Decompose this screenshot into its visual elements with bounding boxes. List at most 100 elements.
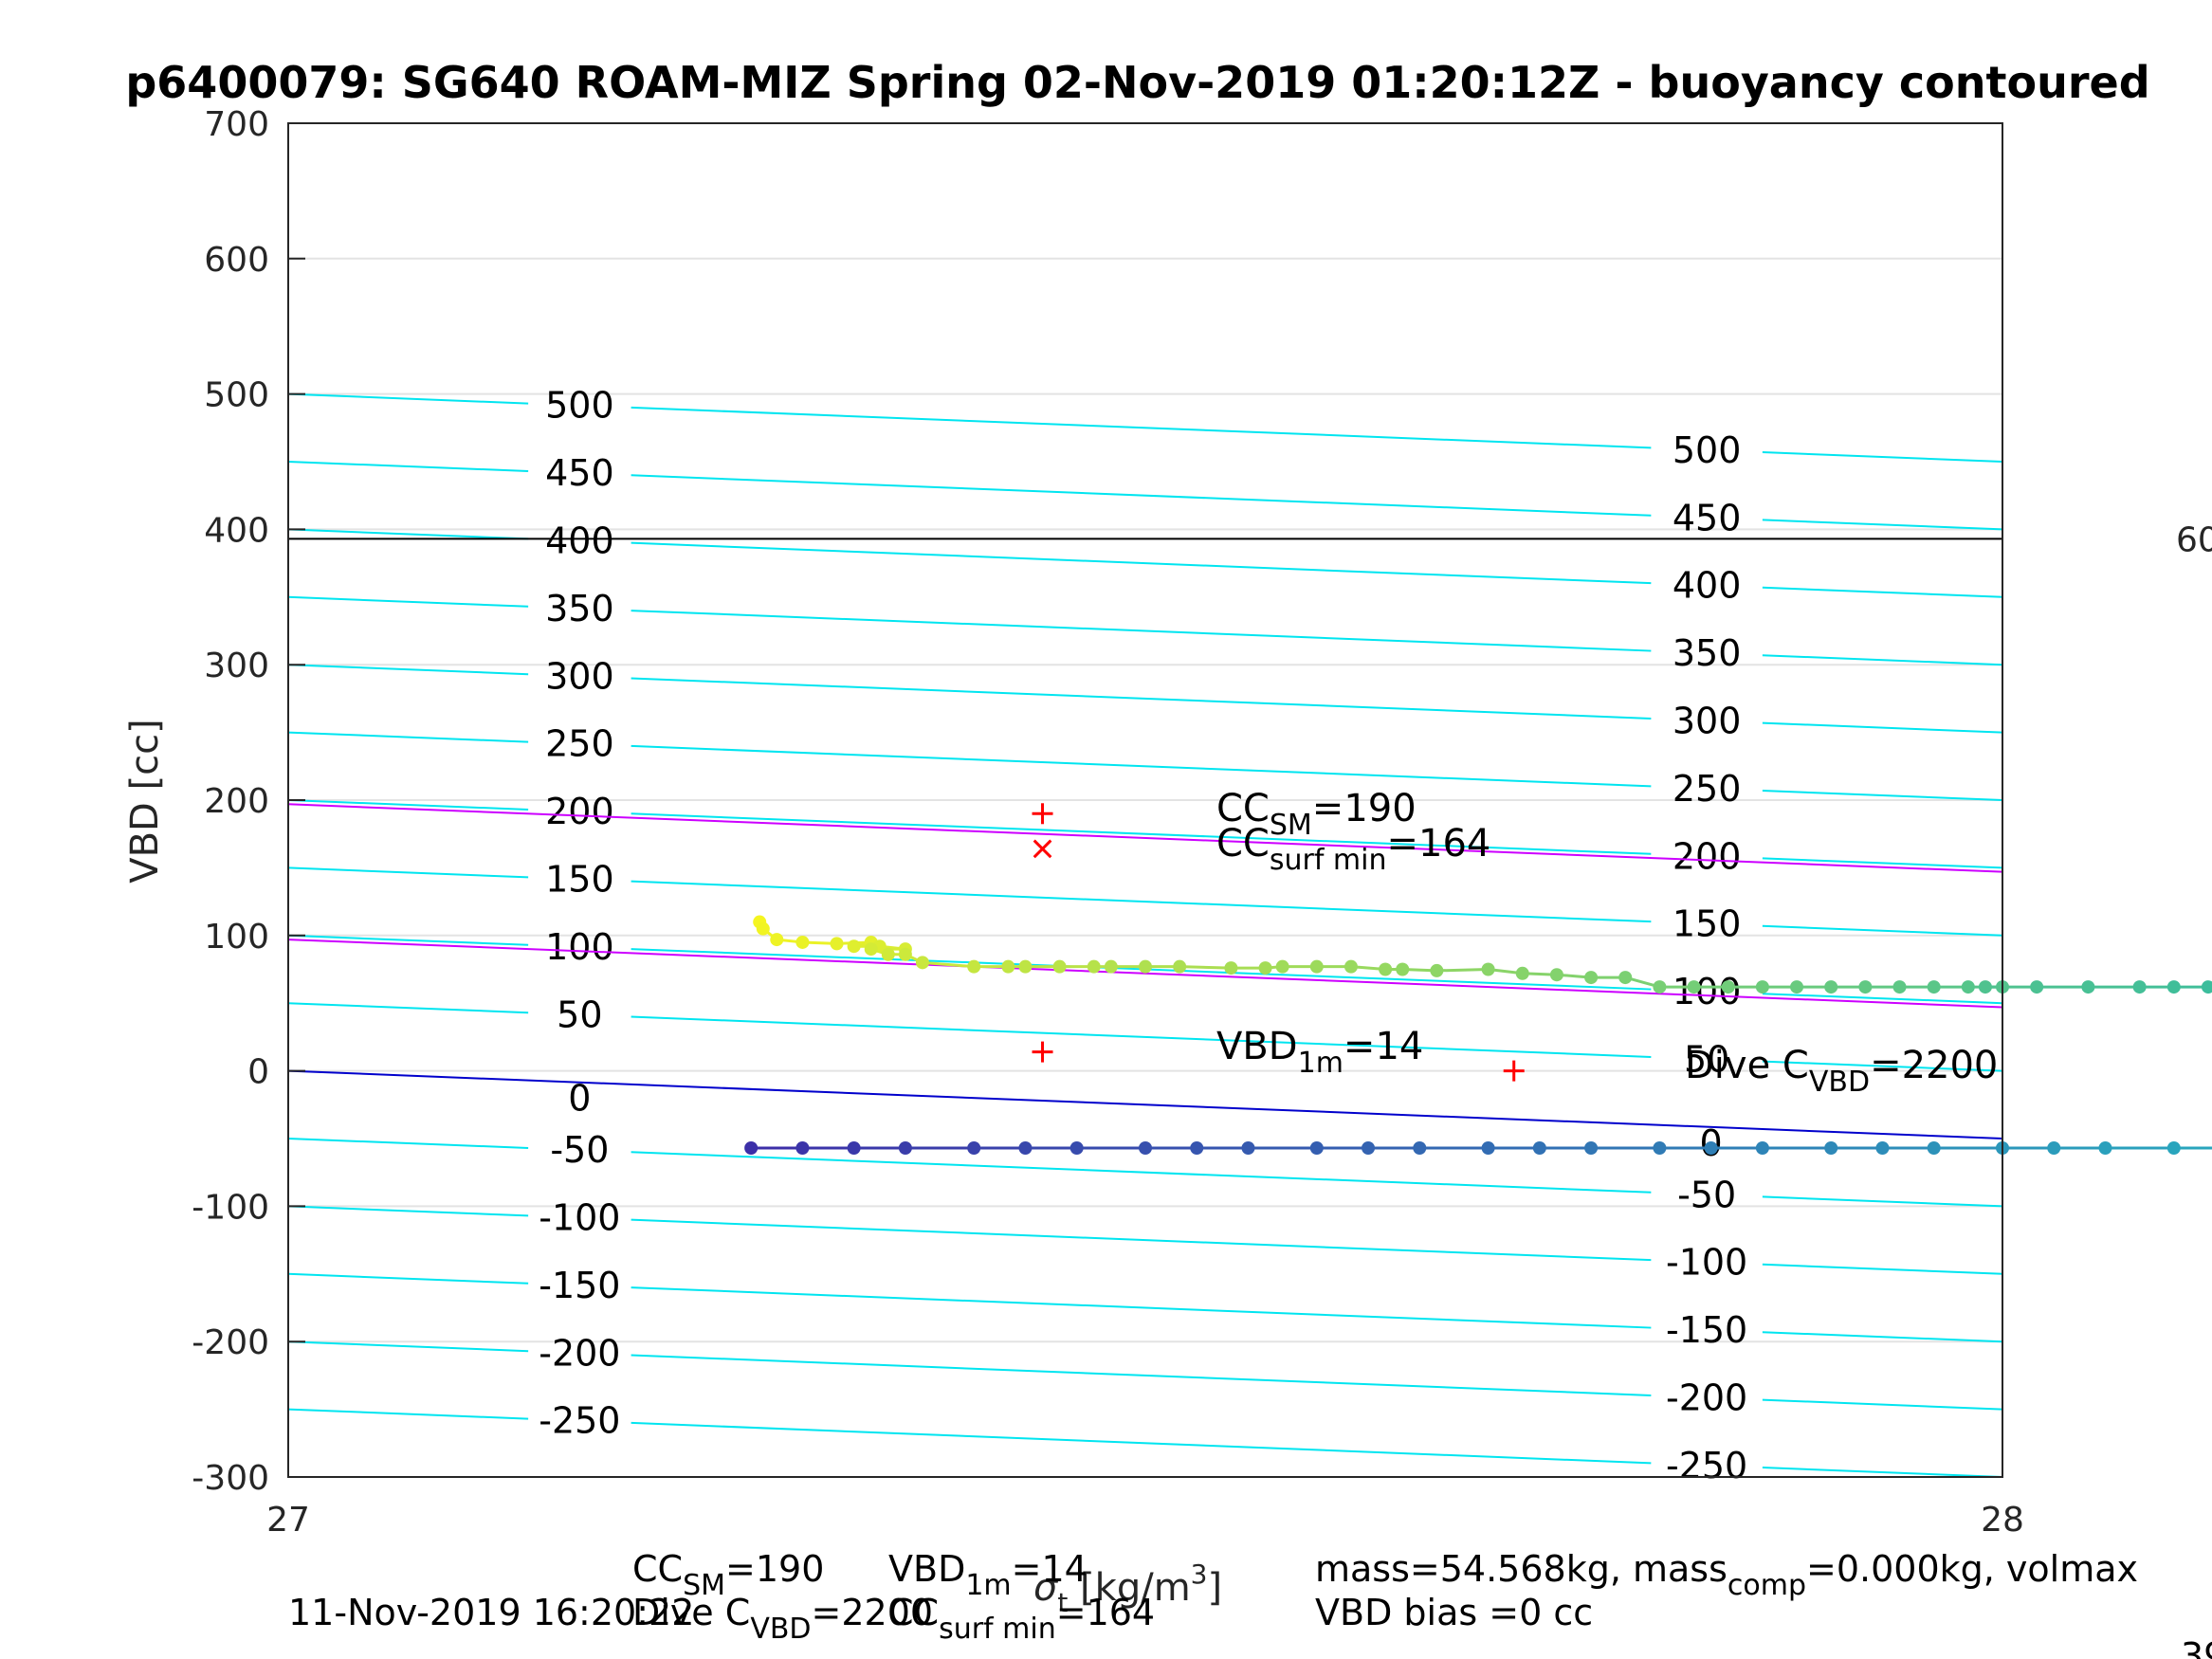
contour-label-left: 350 (545, 588, 614, 629)
contour-line (287, 799, 529, 811)
contour-label-left: 150 (545, 859, 614, 901)
reference-lines: 60 (287, 520, 2212, 1009)
contour-line (631, 1286, 1652, 1329)
contour-line (631, 1421, 1652, 1465)
contour-line (1762, 1331, 2003, 1343)
data-point (1139, 1140, 1152, 1155)
data-point (1687, 980, 1701, 994)
y-tick-label: -200 (192, 1323, 269, 1362)
red-plus-marker (1032, 1041, 1053, 1063)
contour-line (287, 664, 529, 676)
contour-label-right: -50 (1677, 1174, 1736, 1215)
data-point (1087, 959, 1101, 974)
data-point (830, 937, 844, 951)
data-point (1018, 959, 1033, 974)
contour-label-left: 0 (568, 1078, 591, 1120)
data-point (770, 933, 784, 947)
data-series (744, 915, 2212, 1155)
vbd-1m-annotation: VBD1m=14 (1216, 1025, 1423, 1080)
data-point (1584, 1140, 1599, 1155)
contour-line (287, 1272, 529, 1285)
contour-label-right: 250 (1673, 768, 1742, 810)
magenta-line (287, 939, 2003, 1009)
contour-label-right: 300 (1673, 700, 1742, 741)
data-point (1653, 1140, 1667, 1155)
data-point (2201, 980, 2212, 994)
contour-line (287, 731, 529, 743)
contour-line (1762, 451, 2003, 463)
contour-label-right: -250 (1666, 1445, 1747, 1486)
data-point (1275, 959, 1289, 974)
series-segment (1179, 965, 1232, 970)
data-point (1532, 1140, 1546, 1155)
data-point (1173, 959, 1187, 974)
data-point (1379, 962, 1393, 976)
footer-dive-c-vbd: Dive CVBD=2200 (632, 1592, 933, 1646)
y-tick-label: 700 (204, 105, 269, 144)
data-point (1824, 1140, 1838, 1155)
data-point (1344, 959, 1358, 974)
series-segment (922, 960, 975, 969)
data-point (1413, 1140, 1427, 1155)
data-point (847, 1140, 861, 1155)
data-point (2132, 980, 2147, 994)
footer-cc-sm: CCSM=190 (632, 1548, 824, 1602)
contour-label-right: -100 (1666, 1242, 1747, 1284)
data-point (1978, 980, 1992, 994)
data-point (1430, 963, 1444, 977)
data-point (1721, 980, 1735, 994)
data-point (1481, 962, 1495, 976)
data-point (1258, 961, 1272, 975)
y-tick-label: -100 (192, 1188, 269, 1227)
data-point (1927, 1140, 1941, 1155)
data-point (2030, 980, 2044, 994)
magenta-line (287, 803, 2003, 873)
contour-label-left: -150 (539, 1265, 620, 1306)
footer-corner-text: 39 (2181, 1635, 2212, 1659)
contour-label-right: 450 (1673, 497, 1742, 538)
contour-line (631, 744, 1652, 788)
contour-line (631, 880, 1652, 923)
data-point (847, 939, 861, 954)
contour-line (287, 1069, 2003, 1139)
contour-line (287, 595, 529, 608)
data-point (1481, 1140, 1495, 1155)
x-tick-label: 27 (266, 1501, 310, 1540)
contour-line (1762, 1263, 2003, 1275)
data-point (1961, 980, 1975, 994)
contour-line (1762, 857, 2003, 869)
data-point (1824, 980, 1838, 994)
data-point (1618, 971, 1633, 985)
data-point (1549, 968, 1563, 982)
contour-label-left: -50 (550, 1129, 609, 1171)
data-point (1362, 1140, 1376, 1155)
data-point (1515, 966, 1529, 980)
data-point (1755, 980, 1769, 994)
y-axis-label: VBD [cc] (123, 719, 167, 884)
y-tick-label: 300 (204, 647, 269, 685)
cc-sm-annotation: CCSM=190 (1216, 787, 1417, 842)
data-point (2081, 980, 2095, 994)
contour-line (287, 392, 529, 405)
contour-line (287, 461, 529, 472)
x-axis-label: σt [kg/m3] (1033, 1559, 1222, 1618)
contour-label-right: 400 (1673, 565, 1742, 607)
y-tick-label: 500 (204, 376, 269, 415)
contour-line (287, 528, 529, 540)
contour-line (631, 474, 1652, 517)
contour-label-right: 50 (1684, 1038, 1729, 1080)
data-point (1927, 980, 1941, 994)
series-segment (1436, 968, 1489, 973)
data-point (898, 947, 912, 961)
data-point (744, 1140, 759, 1155)
contour-line (631, 1218, 1652, 1262)
data-point (881, 947, 895, 961)
contour-line (631, 541, 1652, 585)
contour-line (1762, 654, 2003, 666)
data-point (1309, 959, 1324, 974)
contour-line (1762, 924, 2003, 937)
buoyancy-contours (287, 392, 2003, 1478)
y-tick-label: 0 (247, 1053, 269, 1092)
